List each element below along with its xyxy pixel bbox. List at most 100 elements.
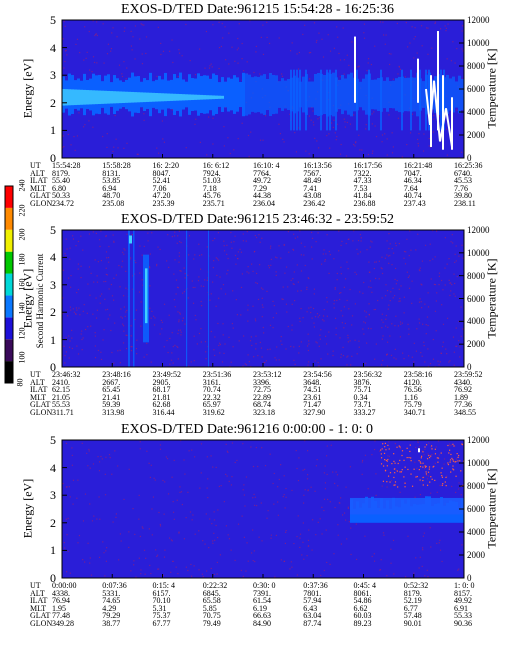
ephemeris-value: 75.37 [152, 611, 171, 621]
ephemeris-value: 21.41 [102, 392, 121, 402]
panel-title: EXOS-D/TED Date:961215 23:46:32 - 23:59:… [121, 212, 394, 227]
ephemeris-value: 5331. [102, 588, 121, 598]
ephemeris-value: 8047. [152, 168, 171, 178]
y-tick-label: 2 [50, 95, 56, 110]
ephemeris-value: 0.34 [353, 392, 368, 402]
ephemeris-row-label: GLAT [30, 191, 51, 201]
ephemeris-value: 7391. [253, 588, 271, 598]
ephemeris-value: 75.79 [403, 400, 422, 410]
ephemeris-row-label: ALT [30, 168, 45, 178]
y2-tick-label: 10000 [467, 247, 490, 258]
ephemeris-value: 3876. [353, 377, 372, 387]
ephemeris-value: 6845. [202, 588, 221, 598]
ephemeris-value: 2905. [152, 377, 171, 387]
ephemeris-value: 327.90 [303, 408, 326, 417]
ephemeris-value: 23.61 [303, 392, 322, 402]
ephemeris-value: 0:37:36 [303, 581, 328, 590]
ephemeris-value: 74.51 [303, 385, 322, 395]
ephemeris-value: 70.75 [202, 611, 221, 621]
ephemeris-value: 22.89 [253, 392, 271, 402]
ephemeris-value: 46.34 [403, 176, 422, 186]
colorbar-tick-label: 120 [17, 327, 27, 340]
ephemeris-value: 87.74 [303, 619, 322, 628]
ephemeris-value: 61.54 [253, 596, 271, 606]
ephemeris-value: 8061. [353, 588, 372, 598]
y2-tick-label: 0 [467, 153, 472, 163]
ephemeris-value: 235.71 [202, 199, 225, 208]
ephemeris-value: 6.80 [52, 183, 66, 193]
ephemeris-value: 23:48:16 [102, 370, 131, 379]
ephemeris-value: 23:49:52 [152, 370, 181, 379]
ephemeris-value: 323.18 [253, 408, 275, 417]
y2-tick-label: 6000 [467, 293, 485, 304]
ephemeris-value: 4338. [52, 588, 70, 598]
ephemeris-value: 57.48 [403, 611, 422, 621]
y2-axis-label: Temperature [K] [484, 257, 499, 339]
panel-title: EXOS-D/TED Date:961216 0:00:00 - 1: 0: 0 [121, 422, 373, 437]
ephemeris-value: 16:21:48 [403, 161, 433, 170]
ephemeris-value: 6.94 [102, 183, 117, 193]
ephemeris-value: 0:45: 4 [353, 581, 376, 590]
ephemeris-value: 15:58:28 [102, 161, 131, 170]
ephemeris-value: 51.03 [202, 176, 221, 186]
ephemeris-value: 23:54:56 [303, 370, 332, 379]
ephemeris-value: 8131. [102, 168, 121, 178]
ephemeris-value: 45.53 [454, 176, 472, 186]
y-tick-label: 3 [50, 277, 56, 292]
colorbar-tick-label: 220 [17, 204, 27, 217]
ephemeris-value: 236.04 [253, 199, 275, 208]
ephemeris-value: 63.04 [303, 611, 322, 621]
ephemeris-value: 23:56:32 [353, 370, 382, 379]
y-axis-label: Energy [eV] [20, 58, 35, 119]
y2-tick-label: 2000 [467, 550, 485, 560]
ephemeris-value: 47.33 [353, 176, 372, 186]
ephemeris-row-label: GLON [30, 619, 53, 628]
ephemeris-value: 7322. [353, 168, 372, 178]
ephemeris-value: 4.29 [102, 603, 117, 613]
ephemeris-value: 16:17:56 [353, 161, 382, 170]
ephemeris-value: 23:53:12 [253, 370, 282, 379]
colorbar-segment [5, 339, 13, 362]
ephemeris-value: 8157. [454, 588, 472, 598]
y-tick-label: 5 [50, 13, 56, 27]
ephemeris-value: 55.40 [52, 176, 70, 186]
y2-tick-label: 8000 [467, 481, 485, 491]
ephemeris-value: 49.72 [253, 176, 271, 186]
ephemeris-value: 2410. [52, 377, 70, 387]
ephemeris-value: 236.88 [353, 199, 376, 208]
ephemeris-value: 7764. [253, 168, 271, 178]
y-tick-label: 4 [50, 40, 56, 55]
ephemeris-value: 340.71 [403, 408, 426, 417]
ephemeris-value: 23:51:36 [202, 370, 232, 379]
ephemeris-value: 15:54:28 [52, 161, 81, 170]
y2-tick-label: 12000 [467, 15, 490, 25]
ephemeris-value: 48.49 [303, 176, 322, 186]
ephemeris-value: 66.63 [253, 611, 271, 621]
colorbar-tick-label: 240 [17, 179, 27, 192]
ephemeris-value: 0:15: 4 [152, 581, 175, 590]
ephemeris-value: 16: 6:12 [202, 161, 230, 170]
y2-tick-label: 4000 [467, 107, 485, 117]
ephemeris-value: 22.32 [202, 392, 221, 402]
emission-band [62, 69, 464, 131]
ephemeris-row-label: UT [30, 161, 41, 170]
ephemeris-row-label: UT [30, 370, 41, 379]
ephemeris-value: 47.20 [152, 191, 171, 201]
ephemeris-value: 7047. [403, 168, 422, 178]
ephemeris-value: 3396. [253, 377, 271, 387]
ephemeris-value: 313.98 [102, 408, 125, 417]
ephemeris-value: 7.53 [353, 183, 368, 193]
ephemeris-value: 68.74 [253, 400, 271, 410]
ephemeris-value: 6.62 [353, 603, 368, 613]
colorbar-tick-label: 160 [17, 278, 27, 290]
ephemeris-value: 44.38 [253, 191, 271, 201]
ephemeris-value: 319.62 [202, 408, 225, 417]
y-tick-label: 0 [50, 360, 56, 374]
ephemeris-row-label: GLON [30, 199, 53, 208]
ephemeris-value: 0:22:32 [202, 581, 228, 590]
ephemeris-value: 235.08 [102, 199, 125, 208]
ephemeris-value: 67.77 [152, 619, 171, 628]
temperature-trace [354, 31, 453, 150]
y2-tick-label: 4000 [467, 316, 485, 327]
